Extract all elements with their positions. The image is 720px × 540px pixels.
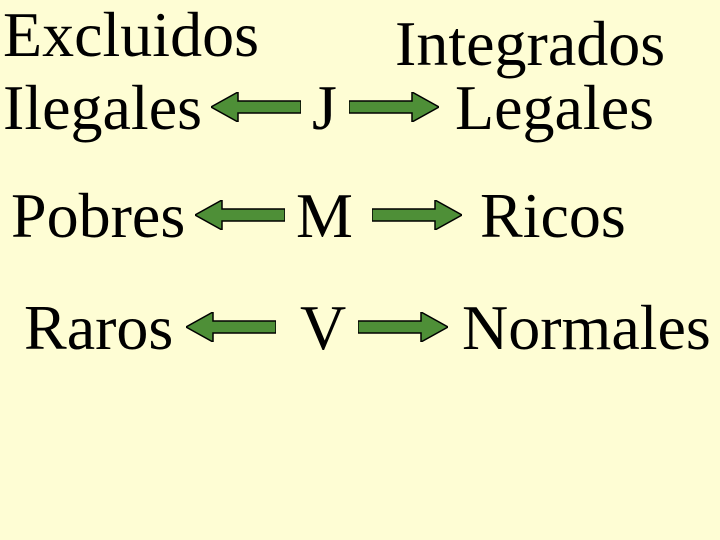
row1-arrow-left-icon bbox=[211, 92, 301, 122]
row2-left-pobres: Pobres bbox=[11, 184, 185, 248]
row3-arrow-left-icon bbox=[186, 312, 276, 342]
header-integrados: Integrados bbox=[395, 12, 665, 76]
row1-center-j: J bbox=[312, 76, 337, 140]
row3-left-raros: Raros bbox=[24, 296, 173, 360]
row3-center-v: V bbox=[300, 296, 346, 360]
row1-left-ilegales: Ilegales bbox=[3, 76, 202, 140]
row1-arrow-right-icon bbox=[349, 92, 439, 122]
row3-right-normales: Normales bbox=[462, 296, 711, 360]
row1-right-legales: Legales bbox=[455, 76, 654, 140]
row2-arrow-left-icon bbox=[195, 200, 285, 230]
row2-right-ricos: Ricos bbox=[480, 184, 626, 248]
row3-arrow-right-icon bbox=[358, 312, 448, 342]
row2-center-m: M bbox=[296, 184, 353, 248]
row2-arrow-right-icon bbox=[372, 200, 462, 230]
header-excluidos: Excluidos bbox=[3, 3, 259, 67]
